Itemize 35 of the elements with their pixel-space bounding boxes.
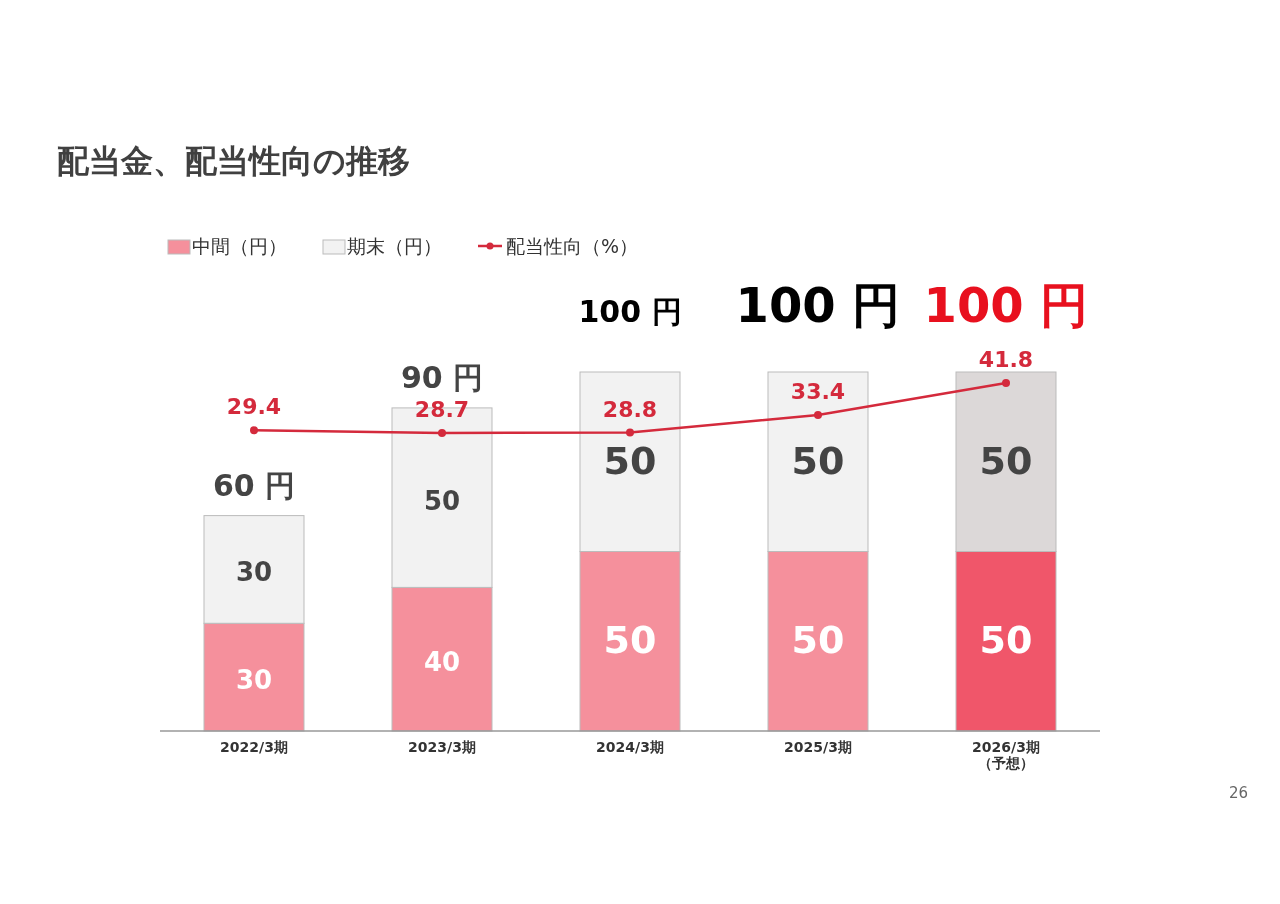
- data-label: 50: [791, 438, 845, 483]
- point: [1002, 379, 1010, 387]
- legend-label: 配当性向（%）: [506, 235, 639, 257]
- x-tick-label: 2023/3期: [408, 739, 476, 755]
- point: [626, 428, 634, 437]
- x-tick-label: 2026/3期（予想）: [972, 739, 1040, 771]
- x-tick-label: 2025/3期: [784, 739, 852, 755]
- data-label: 29.4: [226, 394, 282, 420]
- data-label: 50: [979, 438, 1033, 483]
- x-tick-label: 2022/3期: [220, 739, 288, 755]
- data-label: 41.8: [978, 347, 1034, 372]
- data-label: 28.8: [602, 396, 658, 422]
- point: [250, 426, 258, 435]
- total-label: 100 円: [735, 277, 901, 333]
- text: 26: [1228, 784, 1248, 802]
- data-label: 40: [423, 647, 461, 678]
- data-label: 28.7: [414, 397, 470, 422]
- total-label: 100 円: [578, 294, 682, 329]
- point: [814, 411, 822, 420]
- x-tick-label: 2024/3期: [596, 739, 664, 755]
- data-label: 30: [235, 665, 273, 696]
- data-label: 50: [603, 618, 657, 663]
- legend-label: 期末（円）: [347, 235, 442, 257]
- total-label: 100 円: [923, 277, 1089, 333]
- data-label: 50: [979, 618, 1033, 663]
- data-label: 50: [423, 485, 461, 516]
- data-label: 50: [603, 438, 657, 483]
- data-label: 30: [235, 557, 273, 588]
- total-label: 60 円: [212, 467, 296, 503]
- point: [438, 429, 446, 437]
- chart-title: 配当金、配当性向の推移: [57, 142, 410, 180]
- total-label: 90 円: [400, 359, 484, 395]
- legend-label: 中間（円）: [192, 235, 287, 257]
- data-label: 50: [791, 618, 845, 663]
- data-label: 33.4: [790, 379, 846, 405]
